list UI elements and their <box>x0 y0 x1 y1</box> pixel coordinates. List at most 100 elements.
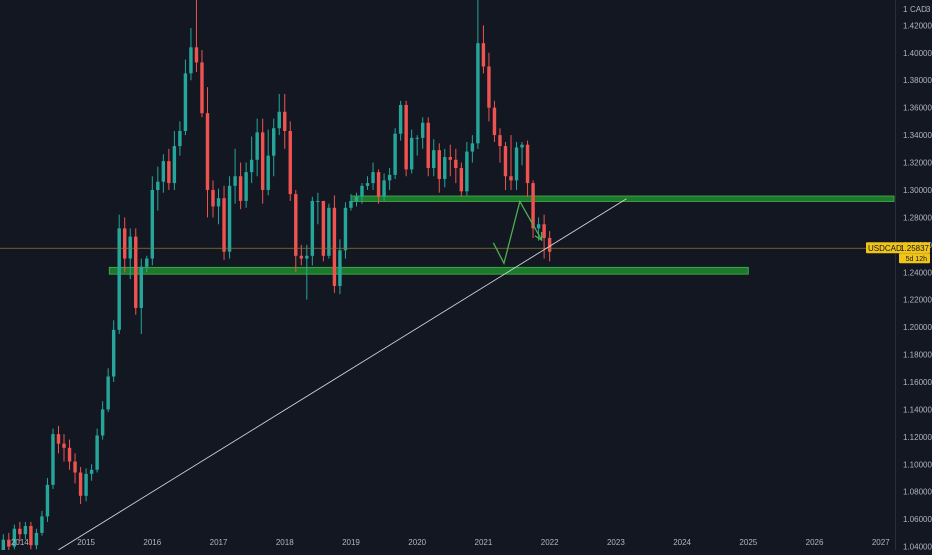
candle-body[interactable] <box>216 198 221 207</box>
candle-body[interactable] <box>111 329 116 377</box>
candle-body[interactable] <box>73 461 77 473</box>
candle-body[interactable] <box>283 111 287 131</box>
candle-body[interactable] <box>487 66 491 108</box>
candle-body[interactable] <box>294 194 298 256</box>
candle-body[interactable] <box>12 528 17 547</box>
candle-body[interactable] <box>503 146 508 177</box>
support-zone-1[interactable] <box>350 195 895 202</box>
candle-body[interactable] <box>134 236 138 308</box>
candle-body[interactable] <box>189 47 193 74</box>
candle-body[interactable] <box>40 516 44 533</box>
candle-body[interactable] <box>62 443 66 448</box>
candle-body[interactable] <box>277 111 281 129</box>
candle-body[interactable] <box>233 176 237 186</box>
candle-body[interactable] <box>205 113 210 190</box>
candle-body[interactable] <box>509 176 513 181</box>
candle-body[interactable] <box>459 168 464 192</box>
candle-body[interactable] <box>476 43 480 144</box>
candle-body[interactable] <box>23 525 28 535</box>
candle-body[interactable] <box>18 528 22 535</box>
candle-body[interactable] <box>305 255 309 259</box>
candle-body[interactable] <box>145 258 149 267</box>
candle-body[interactable] <box>321 200 326 256</box>
candle-body[interactable] <box>128 236 132 259</box>
candle-body[interactable] <box>272 128 276 156</box>
candle-body[interactable] <box>376 172 381 197</box>
candle-body[interactable] <box>238 176 243 201</box>
candle-body[interactable] <box>84 473 88 496</box>
candle-body[interactable] <box>34 532 39 546</box>
candle-body[interactable] <box>360 185 364 197</box>
candle-body[interactable] <box>29 525 33 546</box>
candle-body[interactable] <box>409 137 414 170</box>
candle-body[interactable] <box>56 434 61 444</box>
candle-body[interactable] <box>7 539 11 547</box>
candle-body[interactable] <box>365 183 370 186</box>
candle-body[interactable] <box>343 207 348 251</box>
candle-body[interactable] <box>45 484 50 517</box>
candle-body[interactable] <box>420 122 425 138</box>
candle-body[interactable] <box>520 144 524 148</box>
candle-body[interactable] <box>371 172 375 184</box>
candle-body[interactable] <box>106 376 110 410</box>
candle-body[interactable] <box>393 133 397 175</box>
candle-body[interactable] <box>299 255 304 259</box>
candle-body[interactable] <box>167 161 171 184</box>
candle-body[interactable] <box>542 224 546 238</box>
candle-body[interactable] <box>498 135 502 147</box>
candle-body[interactable] <box>172 146 177 184</box>
candle-body[interactable] <box>432 150 436 169</box>
candle-body[interactable] <box>525 144 530 184</box>
candle-body[interactable] <box>260 132 265 190</box>
candle-body[interactable] <box>156 181 160 190</box>
candle-body[interactable] <box>481 43 486 67</box>
candle-body[interactable] <box>288 130 292 195</box>
candle-body[interactable] <box>249 159 254 173</box>
candle-body[interactable] <box>78 472 83 496</box>
candle-body[interactable] <box>536 224 541 229</box>
candle-body[interactable] <box>244 172 248 201</box>
candle-body[interactable] <box>100 409 105 436</box>
candle-body[interactable] <box>161 161 166 182</box>
candle-body[interactable] <box>448 157 453 160</box>
candle-body[interactable] <box>51 434 55 485</box>
candle-body[interactable] <box>310 200 315 256</box>
candle-body[interactable] <box>95 435 99 470</box>
candle-body[interactable] <box>117 228 121 330</box>
candle-body[interactable] <box>349 200 353 208</box>
candle-body[interactable] <box>332 207 337 286</box>
candle-body[interactable] <box>200 62 204 114</box>
candle-body[interactable] <box>415 137 419 139</box>
candle-body[interactable] <box>255 132 259 160</box>
candle-body[interactable] <box>547 237 552 252</box>
candle-body[interactable] <box>404 104 408 170</box>
candle-body[interactable] <box>398 104 403 134</box>
candle-body[interactable] <box>89 469 94 474</box>
projection-path[interactable] <box>492 199 543 266</box>
candle-body[interactable] <box>150 189 155 259</box>
candle-body[interactable] <box>139 266 143 308</box>
candle-body[interactable] <box>465 151 469 192</box>
candle-body[interactable] <box>531 183 535 229</box>
support-zone-2[interactable] <box>108 266 749 275</box>
candle-body[interactable] <box>123 228 127 259</box>
candle-body[interactable] <box>327 207 331 256</box>
trendline[interactable] <box>58 198 627 551</box>
candle-body[interactable] <box>470 143 475 152</box>
candle-body[interactable] <box>227 185 232 252</box>
candle-body[interactable] <box>183 73 188 131</box>
candle-body[interactable] <box>454 159 458 169</box>
candle-body[interactable] <box>67 447 72 462</box>
candle-body[interactable] <box>1 539 6 555</box>
candle-body[interactable] <box>382 180 386 197</box>
candle-body[interactable] <box>426 122 430 169</box>
candle-body[interactable] <box>194 47 199 63</box>
candle-body[interactable] <box>266 155 270 190</box>
candle-body[interactable] <box>443 157 447 179</box>
candle-body[interactable] <box>178 130 182 147</box>
candle-body[interactable] <box>387 174 392 181</box>
candle-body[interactable] <box>437 150 441 179</box>
candle-body[interactable] <box>338 250 342 286</box>
